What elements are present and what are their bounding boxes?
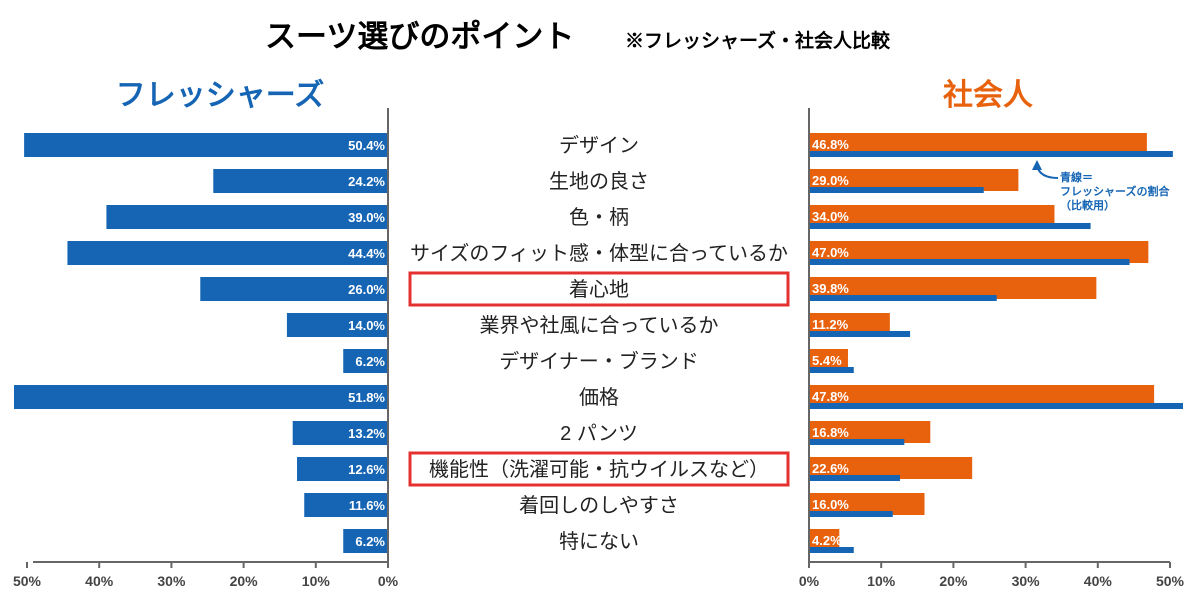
fresh-comparison-bar xyxy=(809,223,1091,229)
fresh-comparison-bar xyxy=(809,439,905,445)
category-label: 2 パンツ xyxy=(560,423,638,445)
left-tick-label: 50% xyxy=(13,573,42,589)
left-tick-label: 30% xyxy=(157,573,186,589)
social-data-label: 5.4% xyxy=(812,353,842,368)
social-bar xyxy=(809,385,1155,407)
fresh-data-label: 26.0% xyxy=(348,282,385,297)
page-title: スーツ選びのポイント xyxy=(265,19,574,54)
social-bar xyxy=(809,277,1097,299)
category-label: デザイン xyxy=(559,134,639,157)
fresh-data-label: 12.6% xyxy=(348,462,385,477)
category-label: デザイナー・ブランド xyxy=(499,349,699,373)
fresh-bar xyxy=(24,133,388,157)
left-tick-label: 0% xyxy=(378,573,399,589)
social-data-label: 22.6% xyxy=(812,461,849,476)
fresh-data-label: 50.4% xyxy=(348,138,385,153)
fresh-bar xyxy=(14,385,389,409)
fresh-bar xyxy=(106,205,389,229)
right-tick-label: 20% xyxy=(939,573,968,589)
social-bar xyxy=(809,169,1019,191)
fresh-comparison-bar xyxy=(809,403,1183,409)
right-tick-label: 40% xyxy=(1084,573,1113,589)
right-tick-label: 0% xyxy=(799,573,820,589)
fresh-data-label: 14.0% xyxy=(348,318,385,333)
highlight-box xyxy=(408,451,790,487)
fresh-data-label: 13.2% xyxy=(348,426,385,441)
category-label: 機能性（洗濯可能・抗ウイルスなど） xyxy=(429,458,769,481)
fresh-bar xyxy=(286,313,388,337)
legend-social: 社会人 xyxy=(943,79,1033,112)
fresh-comparison-bar xyxy=(809,331,911,337)
fresh-comparison-bar xyxy=(809,295,997,301)
fresh-data-label: 6.2% xyxy=(355,354,385,369)
category-label: 着心地 xyxy=(569,278,629,301)
fresh-comparison-bar xyxy=(809,547,854,553)
fresh-bar xyxy=(200,277,388,301)
social-bar xyxy=(809,133,1147,155)
fresh-comparison-bar xyxy=(809,259,1130,265)
category-label: 着回しのしやすさ xyxy=(519,494,679,517)
category-label: 生地の良さ xyxy=(549,170,649,193)
category-label: サイズのフィット感・体型に合っているか xyxy=(410,242,788,265)
social-bar xyxy=(809,421,931,443)
annotation-note: フレッシャーズの割合 xyxy=(1060,184,1170,198)
fresh-data-label: 11.6% xyxy=(349,498,386,513)
social-data-label: 29.0% xyxy=(812,173,849,188)
fresh-data-label: 24.2% xyxy=(348,174,385,189)
fresh-comparison-bar xyxy=(809,151,1173,157)
category-label: 業界や社風に合っているか xyxy=(480,314,719,337)
category-label: 価格 xyxy=(579,386,619,409)
social-data-label: 16.0% xyxy=(812,497,849,512)
social-data-label: 47.0% xyxy=(812,245,849,260)
plot-area: 50.4% 46.8% デザイン 24.2% 29.0% 生地の良さ 39.0% 34.0% 色… xyxy=(13,108,1185,589)
social-bar xyxy=(809,457,973,479)
fresh-data-label: 39.0% xyxy=(348,210,385,225)
fresh-data-label: 44.4% xyxy=(348,246,385,261)
fresh-bar xyxy=(213,169,388,193)
social-data-label: 34.0% xyxy=(812,209,849,224)
social-bar xyxy=(809,205,1055,227)
fresh-bar xyxy=(292,421,388,445)
fresh-bar xyxy=(343,349,388,373)
left-tick-label: 10% xyxy=(302,573,331,589)
social-data-label: 11.2% xyxy=(812,317,849,332)
annotation-note: 青線＝ xyxy=(1060,170,1093,184)
social-bar xyxy=(809,349,848,371)
annotation-arrowhead xyxy=(1032,160,1042,170)
left-tick-label: 40% xyxy=(85,573,114,589)
social-data-label: 47.8% xyxy=(812,389,849,404)
fresh-comparison-bar xyxy=(809,475,900,481)
fresh-comparison-bar xyxy=(809,187,984,193)
highlight-box xyxy=(408,271,790,307)
right-tick-label: 30% xyxy=(1012,573,1041,589)
social-bar xyxy=(809,493,925,515)
fresh-bar xyxy=(297,457,388,481)
fresh-bar xyxy=(343,529,388,553)
annotation-note: （比較用） xyxy=(1060,198,1115,212)
social-bar xyxy=(809,241,1149,263)
social-data-label: 4.2% xyxy=(812,533,842,548)
fresh-comparison-bar xyxy=(809,511,893,517)
fresh-bar xyxy=(304,493,388,517)
category-label: 色・柄 xyxy=(569,206,629,229)
fresh-data-label: 6.2% xyxy=(355,534,385,549)
fresh-data-label: 51.8% xyxy=(348,390,385,405)
left-tick-label: 20% xyxy=(230,573,259,589)
social-data-label: 16.8% xyxy=(812,425,849,440)
social-bar xyxy=(809,529,840,551)
social-bar xyxy=(809,313,890,335)
page-subtitle: ※フレッシャーズ・社会人比較 xyxy=(625,29,891,52)
right-tick-label: 10% xyxy=(867,573,896,589)
fresh-comparison-bar xyxy=(809,367,854,373)
social-data-label: 46.8% xyxy=(812,137,849,152)
legend-fresh: フレッシャーズ xyxy=(116,78,325,112)
fresh-bar xyxy=(67,241,388,265)
right-tick-label: 50% xyxy=(1156,573,1185,589)
category-label: 特にない xyxy=(559,530,639,553)
social-data-label: 39.8% xyxy=(812,281,849,296)
